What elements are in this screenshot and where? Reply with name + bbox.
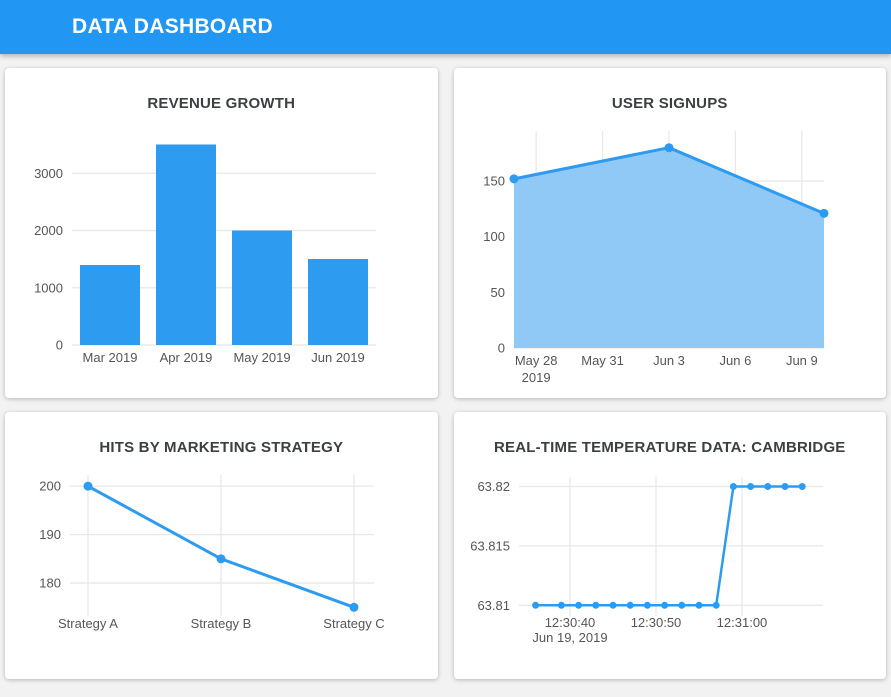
y-tick-labels: 0 50 100 150 [483,174,505,356]
data-point-markers [509,143,828,218]
chart-title-user-signups: USER SIGNUPS [611,95,728,112]
chart-title-temperature-cambridge: REAL-TIME TEMPERATURE DATA: CAMBRIDGE [493,439,846,456]
svg-text:63.82: 63.82 [477,479,510,494]
svg-text:12:30:40: 12:30:40 [544,615,595,630]
svg-text:Jun 3: Jun 3 [653,353,685,368]
svg-text:12:30:50: 12:30:50 [630,615,681,630]
app-header: DATA DASHBOARD [0,0,891,54]
svg-text:May 2019: May 2019 [233,350,290,365]
app-title: DATA DASHBOARD [72,15,273,38]
hits-by-strategy-line-chart[interactable]: 180 190 200 Strategy A Strategy B Strategy C [5,412,438,679]
svg-text:2019: 2019 [521,370,550,385]
user-signups-area-chart[interactable]: 0 50 100 150 May 28 2019 May 31 Jun 3 Jun 6 Jun 9 [454,68,887,398]
data-point-markers [83,481,359,612]
card-revenue-growth: REVENUE GROWTH 0 1000 2000 3000 Mar 2019 Apr … [5,68,438,398]
svg-text:Strategy A: Strategy A [58,616,118,631]
svg-text:Strategy B: Strategy B [191,616,252,631]
svg-text:63.81: 63.81 [477,598,510,613]
x-tick-labels: Strategy A Strategy B Strategy C [58,616,385,631]
card-temperature-cambridge: REAL-TIME TEMPERATURE DATA: CAMBRIDGE 63… [453,412,887,679]
svg-text:50: 50 [490,285,504,300]
svg-text:Apr 2019: Apr 2019 [160,350,213,365]
svg-text:Strategy C: Strategy C [323,616,384,631]
gridlines [518,477,823,616]
data-point-markers [531,483,806,609]
svg-text:May 31: May 31 [581,353,624,368]
svg-text:Jun 19, 2019: Jun 19, 2019 [532,630,607,645]
svg-text:May 28: May 28 [514,353,557,368]
svg-text:180: 180 [39,576,61,591]
gridlines [70,475,374,616]
svg-text:Mar 2019: Mar 2019 [83,350,138,365]
svg-text:0: 0 [56,338,63,353]
svg-text:200: 200 [39,479,61,494]
area-fill [513,147,824,348]
svg-text:1000: 1000 [34,280,63,295]
svg-text:0: 0 [497,341,504,356]
y-tick-labels: 180 190 200 [39,479,61,591]
dashboard-grid: REVENUE GROWTH 0 1000 2000 3000 Mar 2019 Apr … [0,54,891,679]
card-hits-by-marketing-strategy: HITS BY MARKETING STRATEGY 180 190 200 Stra… [5,412,438,679]
y-tick-labels: 63.81 63.815 63.82 [470,479,510,613]
card-user-signups: USER SIGNUPS 0 50 100 150 May 28 2019 May 31 Ju… [453,68,887,398]
svg-text:190: 190 [39,527,61,542]
svg-text:63.815: 63.815 [470,538,510,553]
revenue-growth-bar-chart[interactable]: 0 1000 2000 3000 Mar 2019 Apr 2019 May 2019 Jun… [5,68,438,398]
svg-text:100: 100 [483,229,505,244]
y-tick-labels: 0 1000 2000 3000 [34,166,63,353]
svg-text:150: 150 [483,174,505,189]
svg-text:Jun 6: Jun 6 [719,353,751,368]
chart-title-revenue-growth: REVENUE GROWTH [147,95,296,112]
bars [80,144,368,345]
svg-text:12:31:00: 12:31:00 [716,615,767,630]
series-line [533,485,803,607]
svg-text:3000: 3000 [34,166,63,181]
svg-text:2000: 2000 [34,223,63,238]
x-tick-labels: May 28 2019 May 31 Jun 3 Jun 6 Jun 9 [514,353,817,385]
svg-text:Jun 2019: Jun 2019 [311,350,365,365]
chart-title-hits-by-marketing-strategy: HITS BY MARKETING STRATEGY [99,439,344,456]
svg-text:Jun 9: Jun 9 [785,353,817,368]
x-tick-labels: Mar 2019 Apr 2019 May 2019 Jun 2019 [83,350,365,365]
